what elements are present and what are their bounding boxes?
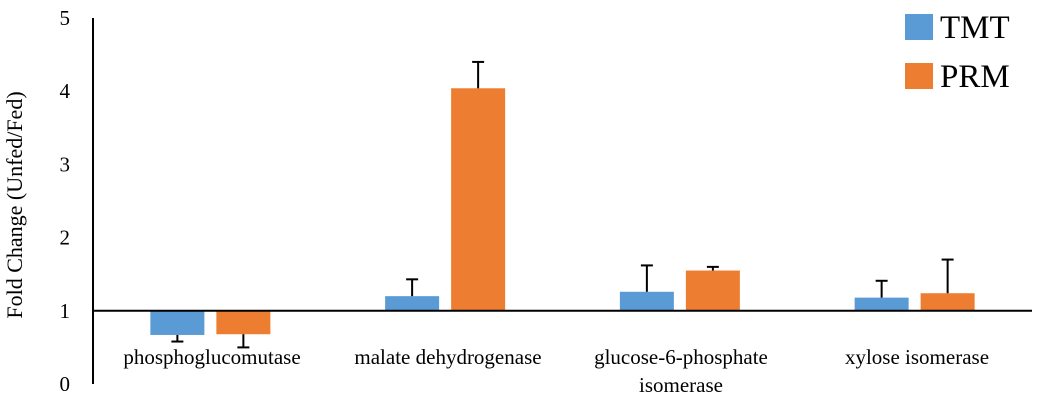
error-bar-tmt xyxy=(640,264,653,292)
bar-tmt xyxy=(385,296,440,311)
category-label: xylose isomerase xyxy=(845,345,989,369)
error-bar-prm xyxy=(472,60,485,89)
legend-label-prm: PRM xyxy=(940,59,1010,95)
legend-label-tmt: TMT xyxy=(940,10,1010,46)
category-labels: phosphoglucomutase malate dehydrogenase gl… xyxy=(123,345,989,397)
bar-tmt xyxy=(150,310,205,335)
error-bars xyxy=(171,60,954,349)
bars xyxy=(150,88,975,335)
y-axis-title: Fold Change (Unfed/Fed) xyxy=(2,91,27,318)
y-tick-label: 4 xyxy=(60,79,71,103)
bar-prm xyxy=(920,293,975,311)
y-tick-label: 5 xyxy=(60,6,71,30)
legend-swatch-tmt xyxy=(905,14,933,40)
error-bar-prm xyxy=(706,265,719,271)
bar-prm xyxy=(685,270,740,311)
error-bar-tmt xyxy=(406,278,419,297)
legend-swatch-prm xyxy=(905,63,933,89)
bar-tmt xyxy=(854,297,909,311)
bar-tmt xyxy=(619,291,674,311)
y-tick-label: 1 xyxy=(60,299,71,323)
error-bar-prm xyxy=(237,334,250,349)
bar-prm xyxy=(451,88,506,311)
y-tick-labels: 0 1 2 3 4 5 xyxy=(60,6,71,396)
bar-prm xyxy=(216,310,271,335)
y-tick-label: 0 xyxy=(60,372,71,396)
category-label: malate dehydrogenase xyxy=(354,345,541,369)
category-label: isomerase xyxy=(639,373,723,397)
error-bar-tmt xyxy=(875,279,888,298)
category-label: phosphoglucomutase xyxy=(123,345,300,369)
y-tick-label: 3 xyxy=(60,152,71,176)
y-tick-label: 2 xyxy=(60,226,71,250)
category-label: glucose-6-phosphate xyxy=(594,345,768,369)
error-bar-prm xyxy=(941,258,954,294)
legend: TMT PRM xyxy=(905,10,1010,95)
error-bar-tmt xyxy=(171,334,184,343)
